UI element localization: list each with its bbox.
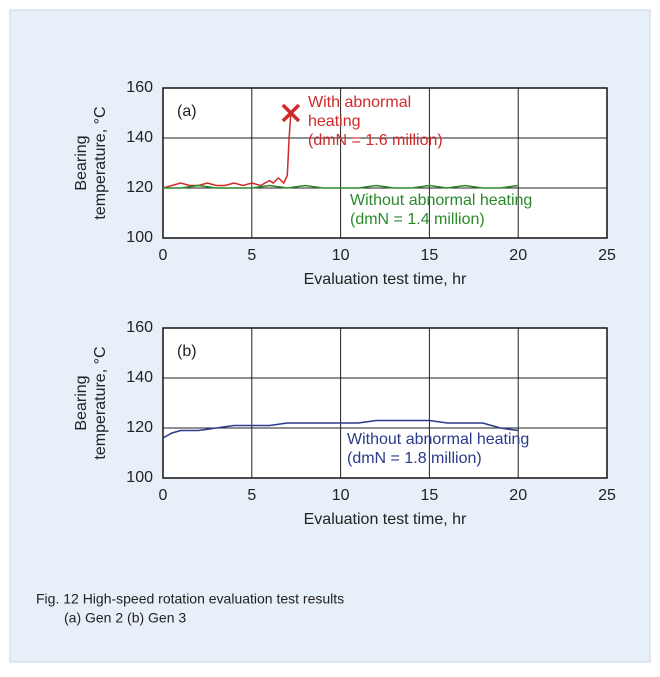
x-tick-label: 0	[159, 487, 168, 504]
annotation: Without abnormal heating	[347, 431, 529, 448]
x-tick-label: 5	[247, 247, 256, 264]
x-tick-label: 5	[247, 487, 256, 504]
x-tick-label: 10	[332, 247, 350, 264]
annotation: (dmN = 1.8 million)	[347, 450, 482, 467]
y-tick-label: 120	[126, 419, 153, 436]
x-tick-label: 10	[332, 487, 350, 504]
x-axis-label: Evaluation test time, hr	[304, 271, 467, 288]
y-axis-label: temperature, °C	[92, 106, 109, 219]
annotation: (dmN = 1.6 million)	[308, 132, 443, 149]
x-tick-label: 15	[421, 247, 439, 264]
x-tick-label: 0	[159, 247, 168, 264]
y-axis-label: Bearing	[73, 375, 90, 430]
annotation: heating	[308, 113, 361, 130]
y-tick-label: 160	[126, 79, 153, 96]
panel-label: (b)	[177, 343, 197, 360]
panel-label: (a)	[177, 103, 197, 120]
x-tick-label: 20	[509, 487, 527, 504]
annotation: With abnormal	[308, 94, 411, 111]
y-tick-label: 100	[126, 229, 153, 246]
x-tick-label: 25	[598, 487, 616, 504]
x-tick-label: 15	[421, 487, 439, 504]
caption: Fig. 12 High-speed rotation evaluation t…	[36, 591, 344, 607]
y-tick-label: 120	[126, 179, 153, 196]
annotation: (dmN = 1.4 million)	[350, 211, 485, 228]
x-tick-label: 20	[509, 247, 527, 264]
y-axis-label: temperature, °C	[92, 346, 109, 459]
caption: (a) Gen 2 (b) Gen 3	[64, 610, 186, 626]
x-axis-label: Evaluation test time, hr	[304, 511, 467, 528]
figure: Fig. 12 High-speed rotation evaluation t…	[0, 0, 660, 672]
x-tick-label: 25	[598, 247, 616, 264]
y-tick-label: 140	[126, 369, 153, 386]
annotation: Without abnormal heating	[350, 192, 532, 209]
y-axis-label: Bearing	[73, 135, 90, 190]
y-tick-label: 160	[126, 319, 153, 336]
y-tick-label: 100	[126, 469, 153, 486]
y-tick-label: 140	[126, 129, 153, 146]
